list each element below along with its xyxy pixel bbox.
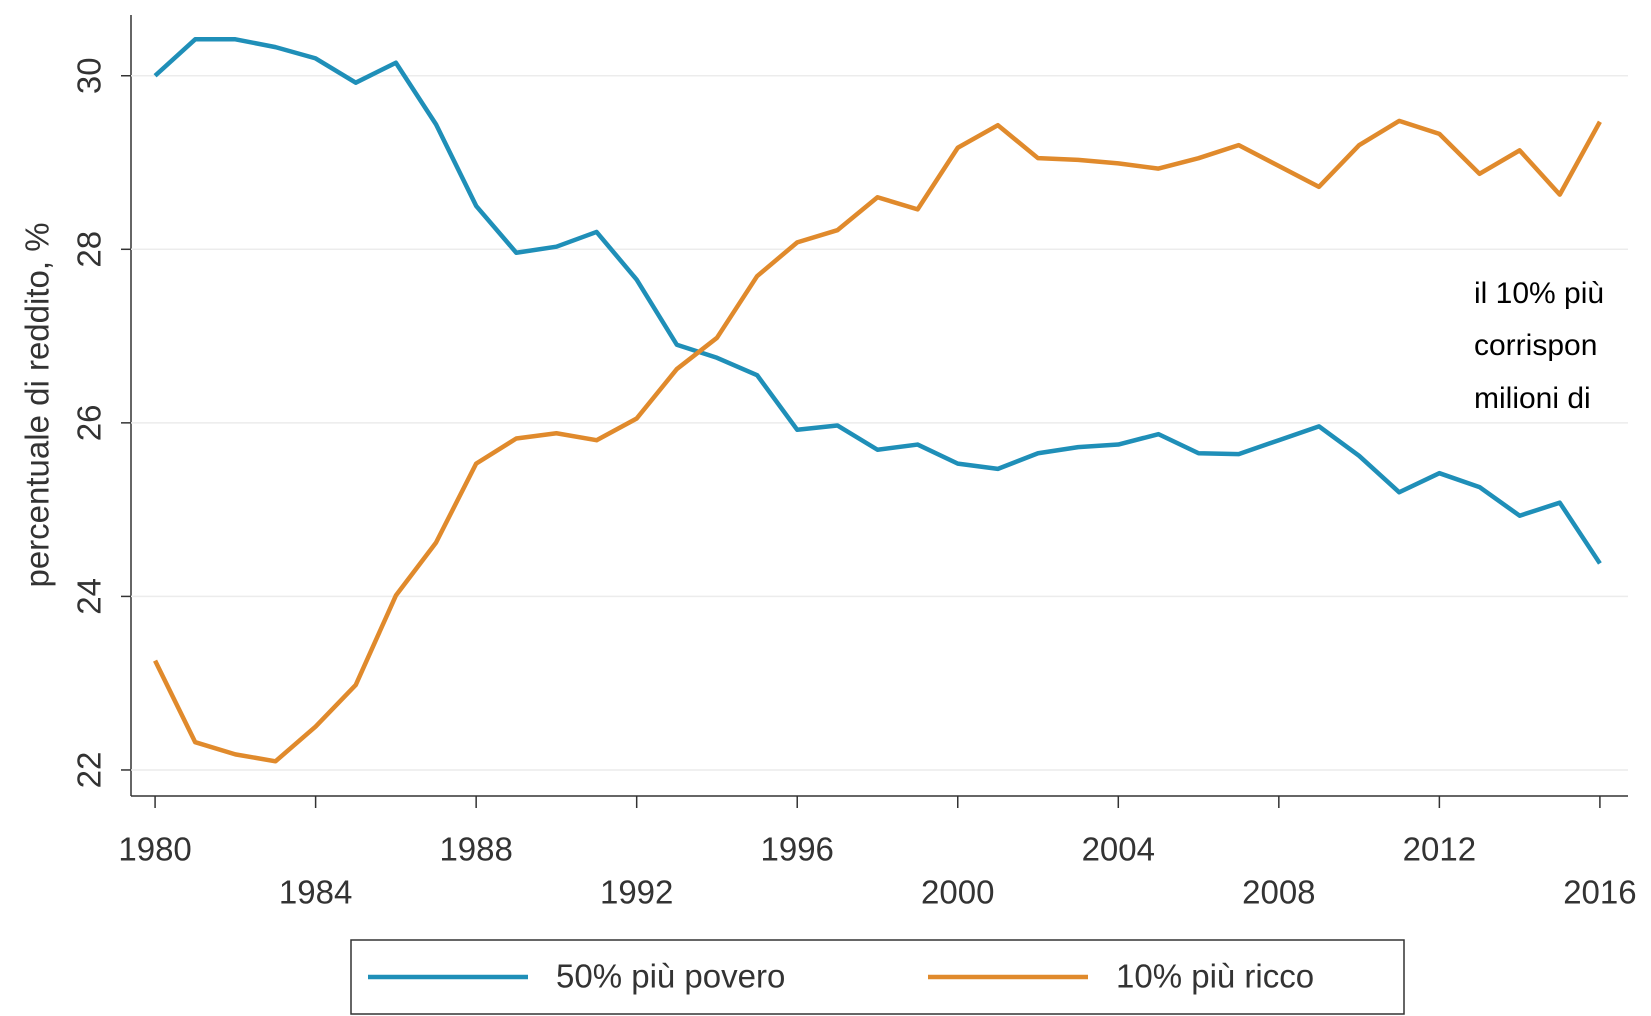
y-tick-label: 26 [71,404,108,441]
x-tick-label: 2000 [921,874,994,911]
y-tick-label: 24 [71,578,108,615]
line-series [153,118,1602,764]
x-tick-label: 1984 [279,874,352,911]
y-tick-label: 28 [71,231,108,268]
x-tick-label: 2016 [1563,874,1636,911]
x-tick-label: 1992 [600,874,673,911]
line-series [153,37,1602,565]
annotation: corrispon [1474,329,1597,362]
annotation: il 10% più [1474,277,1604,310]
legend-label: 10% più ricco [1116,958,1314,995]
y-tick-label: 22 [71,752,108,789]
x-tick-label: 2012 [1403,831,1476,868]
x-tick-label: 1980 [118,831,191,868]
legend-label: 50% più povero [556,958,785,995]
annotation: milioni di [1474,382,1591,415]
x-tick-label: 1988 [439,831,512,868]
y-axis-label: percentuale di reddito, % [19,222,56,587]
x-tick-label: 2004 [1082,831,1155,868]
x-tick-label: 1996 [761,831,834,868]
x-tick-label: 2008 [1242,874,1315,911]
y-tick-label: 30 [71,57,108,94]
